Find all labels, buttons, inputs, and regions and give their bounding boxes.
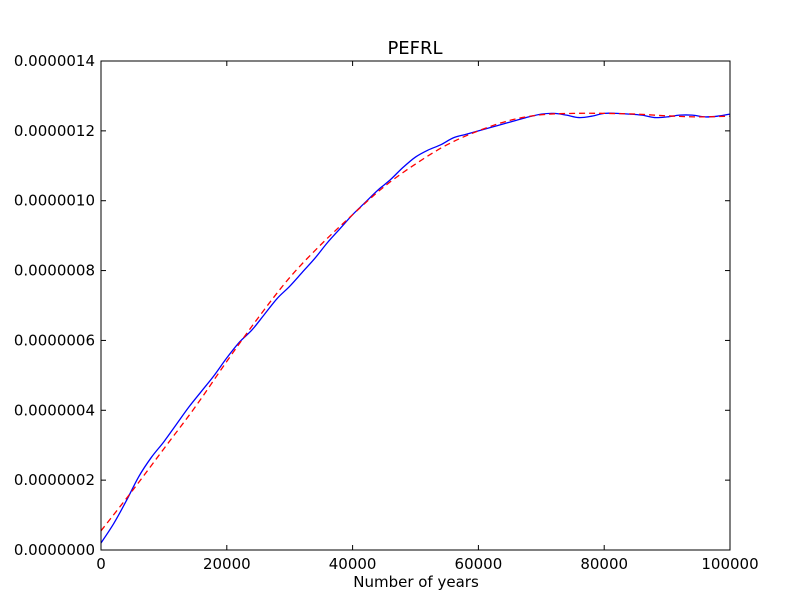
y-tick-label: 0.0000014 [14, 52, 95, 70]
plot-frame [100, 60, 731, 551]
x-tick-label: 20000 [203, 555, 251, 573]
x-tick-label: 80000 [580, 555, 628, 573]
ticks-layer: 0 20000 40000 60000 80000 100000 0.0000000 0.00… [14, 52, 759, 573]
x-tick-label: 40000 [329, 555, 377, 573]
x-tick-label: 60000 [455, 555, 503, 573]
y-tick-label: 0.0000000 [14, 541, 95, 559]
y-tick-label: 0.0000010 [14, 192, 95, 210]
x-axis-label: Number of years [353, 573, 479, 591]
x-tick-label: 0 [96, 555, 106, 573]
y-tick-label: 0.0000002 [14, 471, 95, 489]
y-tick-label: 0.0000012 [14, 122, 95, 140]
dashed-series-line [100, 112, 731, 532]
solid-series-line [100, 112, 731, 544]
x-tick-label: 100000 [701, 555, 758, 573]
series-layer [100, 112, 731, 544]
y-tick-label: 0.0000004 [14, 401, 95, 419]
chart-title: PEFRL [387, 38, 442, 59]
y-tick-label: 0.0000008 [14, 262, 95, 280]
y-tick-label: 0.0000006 [14, 331, 95, 349]
